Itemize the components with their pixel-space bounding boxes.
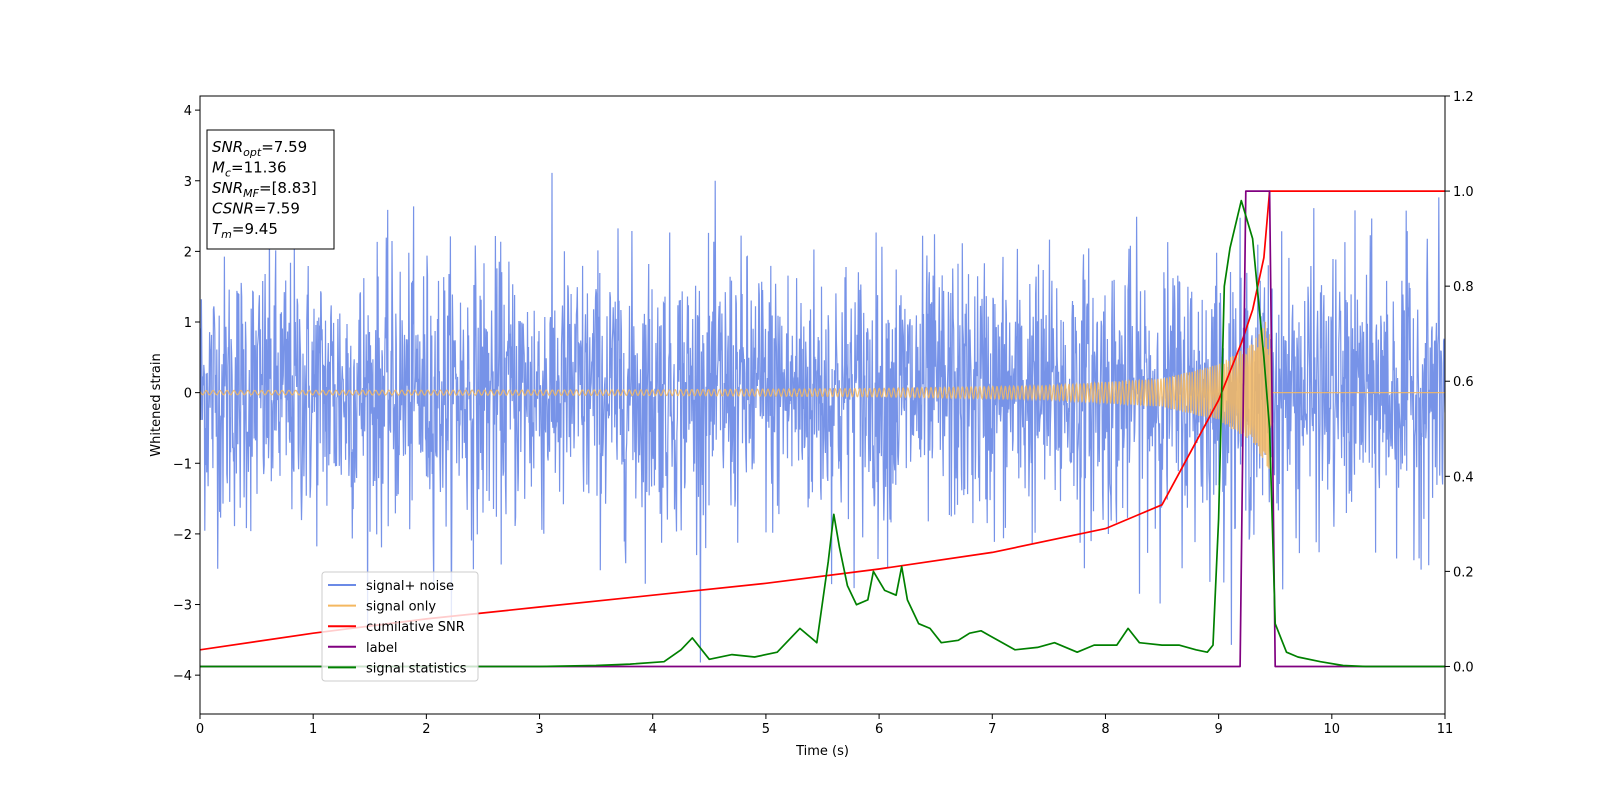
y2-tick-label: 1.0 bbox=[1453, 185, 1474, 200]
series-line-cumilative-snr bbox=[200, 190, 1445, 651]
y-axis-label: Whitened strain bbox=[149, 353, 164, 456]
x-tick-label: 10 bbox=[1324, 722, 1341, 737]
y-tick-label: −2 bbox=[173, 528, 192, 543]
x-tick-label: 3 bbox=[535, 722, 543, 737]
stats-value: =[8.83] bbox=[259, 179, 317, 197]
plot-frame bbox=[199, 95, 1446, 715]
stats-line: CSNR=7.59 bbox=[212, 200, 300, 218]
stats-box: SNRopt=7.59Mc=11.36SNRMF=[8.83]CSNR=7.59… bbox=[206, 129, 335, 250]
stats-subscript: c bbox=[225, 167, 231, 180]
legend-entry: signal statistics bbox=[366, 661, 467, 676]
stats-value: =11.36 bbox=[231, 159, 287, 177]
stats-line: Tm=9.45 bbox=[212, 220, 278, 241]
y2-tick-label: 0.0 bbox=[1453, 660, 1474, 675]
stats-subscript: m bbox=[221, 228, 232, 241]
y-tick-label: 4 bbox=[184, 104, 192, 119]
axis-ticks: 0 1 2 3 4 5 6 7 8 9 10 11 −4 −3 −2 −1 0 1 2 3 4 0.0 0.2 0.4 0.6 0… bbox=[173, 90, 1474, 737]
stats-symbol: SNR bbox=[212, 179, 243, 197]
stats-line: SNRMF=[8.83] bbox=[212, 179, 317, 200]
legend-entry: label bbox=[366, 641, 397, 656]
stats-symbol: SNR bbox=[212, 138, 243, 156]
y2-tick-label: 0.8 bbox=[1453, 280, 1474, 295]
x-tick-label: 4 bbox=[649, 722, 657, 737]
x-tick-label: 9 bbox=[1214, 722, 1222, 737]
series-line-signal-only bbox=[200, 321, 1445, 469]
x-tick-label: 1 bbox=[309, 722, 317, 737]
series-line-signal-statistics bbox=[200, 199, 1445, 668]
stats-box-frame bbox=[206, 129, 335, 250]
stats-line: SNRopt=7.59 bbox=[212, 138, 307, 159]
stats-value: =7.59 bbox=[261, 138, 307, 156]
legend-entry: cumilative SNR bbox=[366, 620, 465, 635]
stats-line: Mc=11.36 bbox=[212, 159, 287, 180]
legend-entry: signal+ noise bbox=[366, 579, 454, 594]
x-tick-label: 0 bbox=[196, 722, 204, 737]
x-tick-label: 5 bbox=[762, 722, 770, 737]
y-tick-label: 2 bbox=[184, 245, 192, 260]
legend: signal+ noise signal only cumilative SNR la… bbox=[321, 571, 479, 682]
plot-area bbox=[200, 172, 1445, 668]
stats-subscript: opt bbox=[243, 146, 262, 159]
y-tick-label: 0 bbox=[184, 387, 192, 402]
x-tick-label: 7 bbox=[988, 722, 996, 737]
x-tick-label: 11 bbox=[1437, 722, 1454, 737]
x-axis-label: Time (s) bbox=[795, 744, 849, 759]
y-tick-label: 3 bbox=[184, 175, 192, 190]
legend-frame bbox=[321, 571, 479, 682]
y2-tick-label: 1.2 bbox=[1453, 90, 1474, 105]
y2-tick-label: 0.4 bbox=[1453, 470, 1474, 485]
stats-symbol: M bbox=[212, 159, 225, 177]
y-tick-label: −3 bbox=[173, 599, 192, 614]
legend-entry: signal only bbox=[366, 600, 436, 615]
stats-subscript: MF bbox=[243, 187, 259, 200]
x-tick-label: 6 bbox=[875, 722, 883, 737]
series-line-label bbox=[200, 190, 1445, 668]
y2-tick-label: 0.6 bbox=[1453, 375, 1474, 390]
x-tick-label: 8 bbox=[1101, 722, 1109, 737]
y-tick-label: 1 bbox=[184, 316, 192, 331]
y-tick-label: −1 bbox=[173, 457, 192, 472]
y2-tick-label: 0.2 bbox=[1453, 565, 1474, 580]
stats-symbol: T bbox=[212, 220, 223, 238]
y-tick-label: −4 bbox=[173, 669, 192, 684]
stats-symbol: CSNR bbox=[212, 200, 254, 218]
stats-value: =7.59 bbox=[254, 200, 300, 218]
x-tick-label: 2 bbox=[422, 722, 430, 737]
stats-value: =9.45 bbox=[232, 220, 278, 238]
